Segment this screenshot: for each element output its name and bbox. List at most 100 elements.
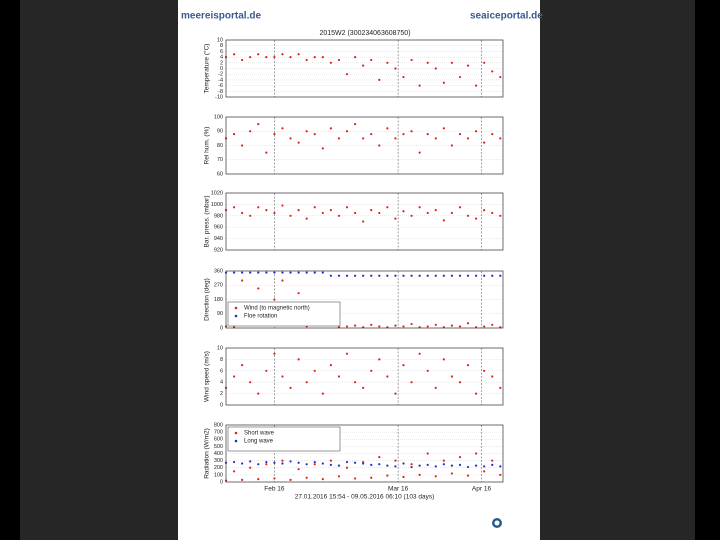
y-tick-label: 700 bbox=[214, 430, 223, 436]
data-point bbox=[386, 127, 389, 130]
data-point bbox=[313, 460, 316, 464]
data-point bbox=[442, 274, 445, 277]
data-point bbox=[475, 130, 478, 133]
data-point bbox=[353, 211, 357, 215]
data-point bbox=[289, 478, 292, 481]
data-point bbox=[281, 459, 284, 462]
data-point bbox=[241, 279, 244, 282]
data-point bbox=[273, 461, 276, 464]
data-point bbox=[249, 460, 252, 463]
data-point bbox=[442, 459, 445, 462]
data-point bbox=[418, 151, 421, 154]
data-point bbox=[450, 464, 454, 467]
data-point bbox=[353, 477, 357, 480]
plot-frame bbox=[225, 347, 504, 406]
y-tick-label: 6 bbox=[220, 49, 223, 55]
data-point bbox=[297, 461, 300, 464]
data-point bbox=[466, 474, 470, 477]
y-axis-label: Rel hum. (%) bbox=[204, 127, 211, 165]
data-point bbox=[232, 271, 236, 274]
data-point bbox=[402, 462, 405, 465]
y-tick-label: 270 bbox=[214, 283, 223, 289]
data-point bbox=[386, 274, 389, 277]
data-point bbox=[370, 58, 373, 62]
y-tick-label: 60 bbox=[217, 171, 223, 177]
data-point bbox=[434, 475, 437, 478]
data-point bbox=[491, 274, 494, 277]
data-point bbox=[370, 369, 373, 372]
data-point bbox=[450, 61, 454, 64]
data-point bbox=[402, 274, 405, 277]
data-point bbox=[321, 478, 324, 481]
data-point bbox=[265, 271, 268, 274]
data-point bbox=[297, 468, 300, 471]
data-point bbox=[289, 214, 292, 217]
data-point bbox=[232, 53, 236, 56]
data-point bbox=[466, 322, 470, 325]
data-point bbox=[345, 206, 349, 209]
data-point bbox=[370, 323, 373, 326]
data-point bbox=[337, 137, 341, 140]
data-point bbox=[402, 210, 405, 213]
data-point bbox=[305, 130, 308, 133]
data-point bbox=[386, 464, 389, 467]
data-point bbox=[491, 211, 494, 215]
data-point bbox=[418, 352, 421, 355]
data-point bbox=[305, 271, 308, 274]
data-point bbox=[353, 274, 357, 277]
data-point bbox=[475, 452, 478, 455]
data-point bbox=[426, 452, 429, 455]
y-tick-label: 0 bbox=[220, 66, 223, 72]
logo-inner bbox=[494, 520, 500, 526]
y-tick-label: 0 bbox=[220, 325, 223, 331]
data-point bbox=[370, 274, 373, 277]
data-point bbox=[362, 462, 365, 465]
data-point bbox=[232, 133, 236, 136]
data-point bbox=[434, 67, 437, 70]
data-point bbox=[362, 274, 365, 277]
data-point bbox=[458, 463, 462, 466]
data-point bbox=[257, 392, 260, 395]
data-point bbox=[321, 271, 324, 274]
x-tick-label: Apr 16 bbox=[472, 486, 492, 493]
data-point bbox=[378, 78, 381, 81]
data-point bbox=[313, 369, 316, 372]
data-point bbox=[434, 323, 437, 326]
data-point bbox=[394, 392, 397, 395]
y-tick-label: 6 bbox=[220, 368, 223, 374]
y-tick-label: 940 bbox=[214, 236, 223, 242]
data-point bbox=[273, 211, 276, 215]
data-point bbox=[434, 209, 437, 212]
data-point bbox=[305, 217, 308, 220]
y-tick-label: 4 bbox=[220, 55, 223, 61]
data-point bbox=[265, 209, 268, 212]
legend-label: Wind (to magnetic north) bbox=[244, 306, 310, 312]
data-point bbox=[289, 137, 292, 140]
data-point bbox=[329, 61, 332, 64]
data-point bbox=[273, 352, 276, 355]
data-point bbox=[337, 375, 341, 378]
data-point bbox=[257, 206, 260, 209]
data-point bbox=[232, 470, 236, 473]
data-point bbox=[475, 274, 478, 277]
data-point bbox=[458, 206, 462, 209]
data-point bbox=[321, 56, 324, 59]
data-point bbox=[321, 211, 324, 215]
data-point bbox=[273, 56, 276, 59]
y-tick-label: 100 bbox=[214, 114, 223, 120]
y-axis-label: Wind speed (m/s) bbox=[204, 351, 211, 402]
data-point bbox=[378, 274, 381, 277]
data-point bbox=[257, 287, 260, 290]
data-point bbox=[337, 274, 341, 277]
data-point bbox=[337, 475, 341, 478]
data-point bbox=[297, 209, 300, 212]
data-point bbox=[483, 61, 486, 64]
y-tick-label: 600 bbox=[214, 437, 223, 443]
data-point bbox=[378, 144, 381, 147]
data-point bbox=[466, 364, 470, 367]
data-point bbox=[321, 147, 324, 150]
data-point bbox=[426, 325, 429, 328]
data-point bbox=[241, 364, 244, 367]
data-point bbox=[475, 84, 478, 87]
